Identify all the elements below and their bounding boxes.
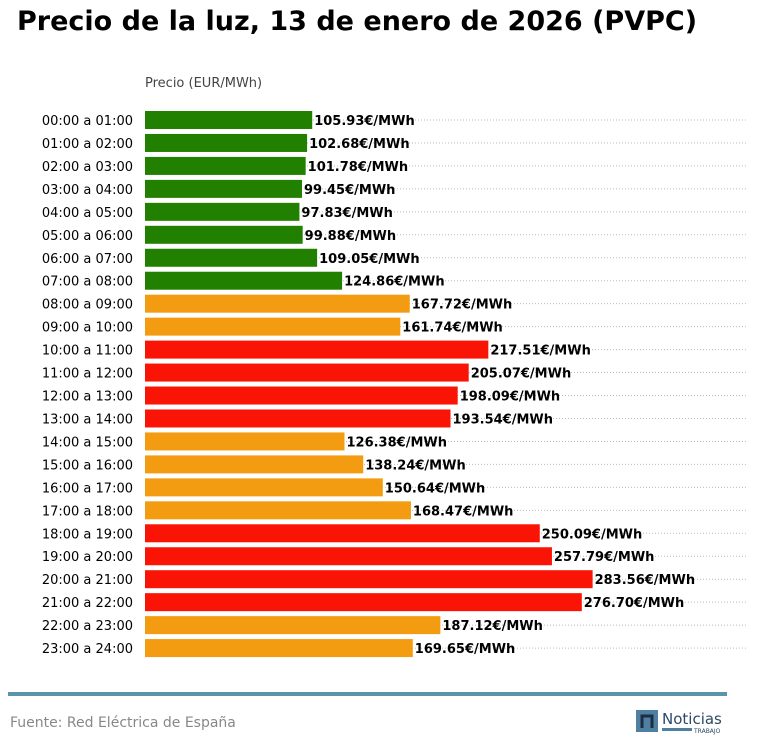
- y-tick-label: 08:00 a 09:00: [42, 298, 133, 313]
- y-tick-label: 13:00 a 14:00: [42, 412, 133, 427]
- bar: [145, 317, 401, 336]
- bar: [145, 455, 364, 474]
- y-tick-label: 02:00 a 03:00: [42, 160, 133, 175]
- source-note: Fuente: Red Eléctrica de España: [10, 715, 236, 731]
- data-label: 124.86€/MWh: [344, 275, 445, 290]
- bar: [145, 363, 469, 382]
- data-label: 161.74€/MWh: [402, 321, 503, 336]
- bar: [145, 593, 582, 612]
- data-label: 97.83€/MWh: [301, 206, 392, 221]
- bar: [145, 547, 552, 566]
- data-label: 257.79€/MWh: [554, 550, 655, 565]
- data-label: 138.24€/MWh: [365, 458, 466, 473]
- data-label: 167.72€/MWh: [412, 298, 512, 313]
- bar: [145, 616, 441, 635]
- bar: [145, 202, 300, 221]
- data-label: 101.78€/MWh: [308, 160, 409, 175]
- bar: [145, 570, 593, 589]
- y-tick-label: 01:00 a 02:00: [42, 137, 133, 152]
- data-label: 276.70€/MWh: [584, 596, 685, 611]
- y-tick-label: 22:00 a 23:00: [42, 619, 133, 634]
- data-label: 169.65€/MWh: [415, 642, 516, 657]
- bar: [145, 225, 303, 244]
- svg-text:TRABAJO: TRABAJO: [693, 728, 721, 735]
- x-axis-label: Precio (EUR/MWh): [145, 76, 262, 91]
- data-label: 283.56€/MWh: [595, 573, 696, 588]
- bar: [145, 133, 308, 152]
- data-label: 193.54€/MWh: [453, 412, 554, 427]
- y-tick-label: 10:00 a 11:00: [42, 344, 133, 359]
- footer-divider: [8, 692, 727, 696]
- data-label: 217.51€/MWh: [490, 344, 591, 359]
- chart-title: Precio de la luz, 13 de enero de 2026 (P…: [17, 6, 698, 37]
- y-tick-label: 18:00 a 19:00: [42, 527, 133, 542]
- data-label: 198.09€/MWh: [460, 390, 560, 405]
- data-label: 102.68€/MWh: [309, 137, 410, 152]
- y-tick-label: 15:00 a 16:00: [42, 458, 133, 473]
- bar: [145, 409, 451, 428]
- y-tick-label: 17:00 a 18:00: [42, 504, 133, 519]
- data-label: 109.05€/MWh: [319, 252, 420, 267]
- bar: [145, 432, 345, 451]
- y-tick-label: 23:00 a 24:00: [42, 642, 133, 657]
- data-label: 205.07€/MWh: [471, 367, 572, 382]
- y-tick-label: 05:00 a 06:00: [42, 229, 133, 244]
- bar: [145, 156, 306, 175]
- y-tick-label: 00:00 a 01:00: [42, 114, 133, 129]
- y-tick-label: 06:00 a 07:00: [42, 252, 133, 267]
- bar: [145, 111, 313, 129]
- data-label: 187.12€/MWh: [442, 619, 542, 634]
- y-tick-label: 09:00 a 10:00: [42, 321, 133, 336]
- bar: [145, 386, 458, 405]
- y-tick-label: 16:00 a 17:00: [42, 481, 133, 496]
- bar: [145, 639, 413, 658]
- data-label: 99.45€/MWh: [304, 183, 395, 198]
- y-tick-label: 07:00 a 08:00: [42, 275, 133, 290]
- data-label: 99.88€/MWh: [305, 229, 396, 244]
- data-label: 126.38€/MWh: [346, 435, 447, 450]
- bar: [145, 501, 411, 520]
- bar: [145, 271, 343, 290]
- bar: [145, 179, 302, 198]
- bar: [145, 248, 318, 267]
- y-tick-label: 20:00 a 21:00: [42, 573, 133, 588]
- bar: [145, 294, 410, 313]
- bar-chart: Precio (EUR/MWh) 00:00 a 01:00 105.93€/MW…: [42, 76, 748, 658]
- data-label: 105.93€/MWh: [314, 114, 415, 129]
- data-label: 250.09€/MWh: [542, 527, 643, 542]
- data-label: 168.47€/MWh: [413, 504, 514, 519]
- y-tick-label: 21:00 a 22:00: [42, 596, 133, 611]
- noticias-trabajo-logo: Noticias TRABAJO: [636, 710, 722, 735]
- y-tick-label: 11:00 a 12:00: [42, 367, 133, 382]
- bar: [145, 478, 383, 497]
- svg-text:Noticias: Noticias: [662, 710, 722, 728]
- data-label: 150.64€/MWh: [385, 481, 486, 496]
- y-tick-label: 12:00 a 13:00: [42, 390, 133, 405]
- y-tick-label: 03:00 a 04:00: [42, 183, 133, 198]
- y-tick-label: 19:00 a 20:00: [42, 550, 133, 565]
- bar: [145, 340, 489, 359]
- y-tick-label: 14:00 a 15:00: [42, 435, 133, 450]
- y-tick-label: 04:00 a 05:00: [42, 206, 133, 221]
- bar: [145, 524, 540, 543]
